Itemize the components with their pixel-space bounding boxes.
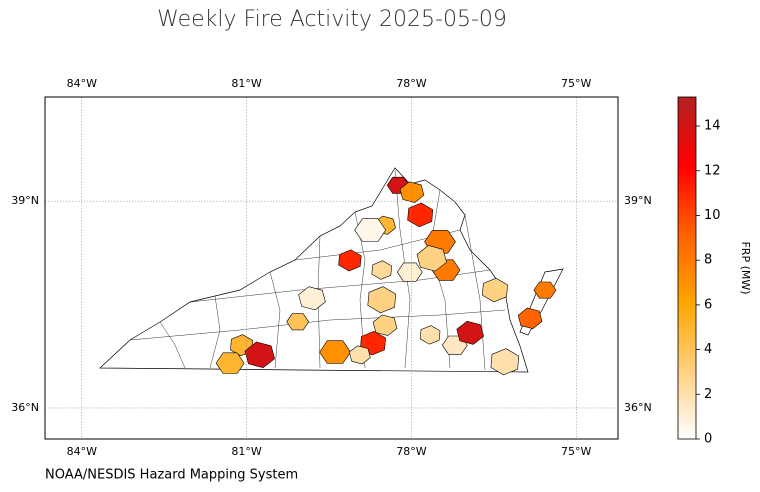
map-frame (44, 96, 619, 440)
x-tick-label: 84°W (67, 445, 97, 458)
county-fill (407, 202, 434, 228)
county-fill (348, 345, 371, 365)
colorbar-tick-label: 6 (704, 297, 712, 312)
x-tick-label: 75°W (561, 445, 591, 458)
x-tick-label: 84°W (67, 77, 97, 90)
county-fill (396, 262, 423, 282)
county-fill (298, 286, 326, 311)
county-fill (319, 340, 351, 364)
county-fill (533, 281, 557, 299)
y-tick-label: 36°N (624, 401, 652, 414)
county-fill (338, 249, 362, 272)
county-fill (286, 313, 310, 331)
county-fill (372, 314, 398, 336)
county-fill (481, 277, 508, 303)
county-fill (399, 181, 425, 203)
x-tick-label: 78°W (396, 445, 426, 458)
county-fill (416, 245, 447, 272)
colorbar-tick-label: 0 (704, 432, 712, 447)
county-fill (244, 341, 275, 369)
county-fill (456, 320, 484, 345)
colorbar-tick-label: 8 (704, 253, 712, 268)
y-tick-label: 39°N (624, 194, 652, 207)
colorbar-tick-label: 10 (704, 208, 721, 223)
county-fill (367, 286, 397, 314)
county-fill (371, 260, 393, 280)
county-fill (419, 325, 441, 345)
x-tick-label: 75°W (561, 77, 591, 90)
county-fill (517, 307, 543, 330)
colorbar-tick-label: 14 (704, 119, 721, 134)
x-tick-label: 78°W (396, 77, 426, 90)
colorbar-tick-label: 2 (704, 387, 712, 402)
map-title: Weekly Fire Activity 2025-05-09 (157, 7, 507, 32)
colorbar-tick-label: 12 (704, 163, 721, 178)
x-tick-label: 81°W (231, 445, 261, 458)
colorbar-tick-label: 4 (704, 342, 712, 357)
y-tick-label: 39°N (11, 194, 39, 207)
colorbar-label: FRP (MW) (739, 241, 752, 294)
colorbar (677, 96, 697, 440)
x-tick-label: 81°W (231, 77, 261, 90)
county-fill (354, 218, 387, 242)
county-fill (490, 348, 520, 376)
y-tick-label: 36°N (11, 401, 39, 414)
county-fill (215, 352, 245, 374)
source-credit: NOAA/NESDIS Hazard Mapping System (45, 468, 298, 483)
